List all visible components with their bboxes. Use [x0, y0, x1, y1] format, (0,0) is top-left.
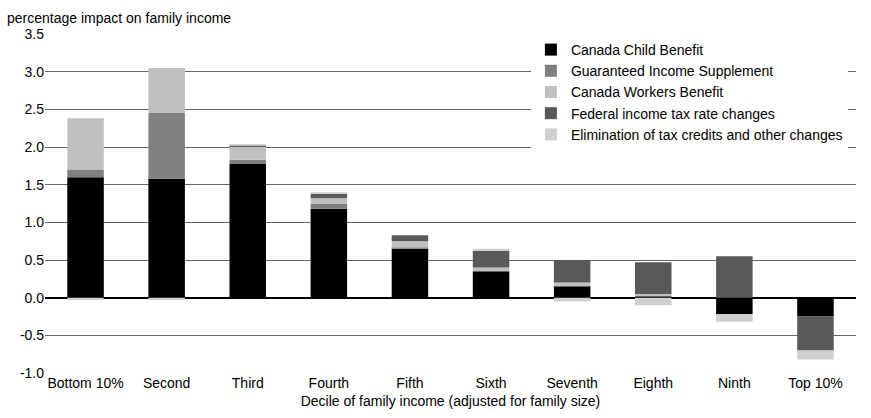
svg-text:Decile of family income (adjus: Decile of family income (adjusted for fa…: [301, 393, 601, 409]
svg-text:0.0: 0.0: [25, 290, 45, 306]
svg-text:percentage impact on family in: percentage impact on family income: [7, 10, 231, 26]
svg-text:3.5: 3.5: [25, 26, 45, 42]
svg-text:Third: Third: [232, 375, 264, 391]
svg-text:1.5: 1.5: [25, 177, 45, 193]
svg-text:Top 10%: Top 10%: [788, 375, 842, 391]
svg-text:Canada Workers Benefit: Canada Workers Benefit: [571, 84, 723, 100]
svg-text:Second: Second: [143, 375, 190, 391]
svg-text:Fifth: Fifth: [396, 375, 423, 391]
svg-text:Canada Child Benefit: Canada Child Benefit: [571, 42, 703, 58]
svg-text:Ninth: Ninth: [718, 375, 751, 391]
svg-text:Sixth: Sixth: [475, 375, 506, 391]
svg-text:Elimination of tax credits and: Elimination of tax credits and other cha…: [571, 127, 843, 143]
svg-text:Bottom 10%: Bottom 10%: [47, 375, 123, 391]
svg-text:Eighth: Eighth: [633, 375, 673, 391]
svg-text:-1.0: -1.0: [20, 365, 44, 381]
svg-text:Fourth: Fourth: [309, 375, 349, 391]
svg-text:Guaranteed Income Supplement: Guaranteed Income Supplement: [571, 63, 773, 79]
svg-text:Seventh: Seventh: [546, 375, 597, 391]
svg-text:0.5: 0.5: [25, 252, 45, 268]
svg-text:-0.5: -0.5: [20, 327, 44, 343]
svg-text:2.0: 2.0: [25, 139, 45, 155]
svg-text:2.5: 2.5: [25, 101, 45, 117]
svg-text:1.0: 1.0: [25, 214, 45, 230]
svg-text:3.0: 3.0: [25, 64, 45, 80]
svg-text:Federal income tax rate change: Federal income tax rate changes: [571, 106, 775, 122]
